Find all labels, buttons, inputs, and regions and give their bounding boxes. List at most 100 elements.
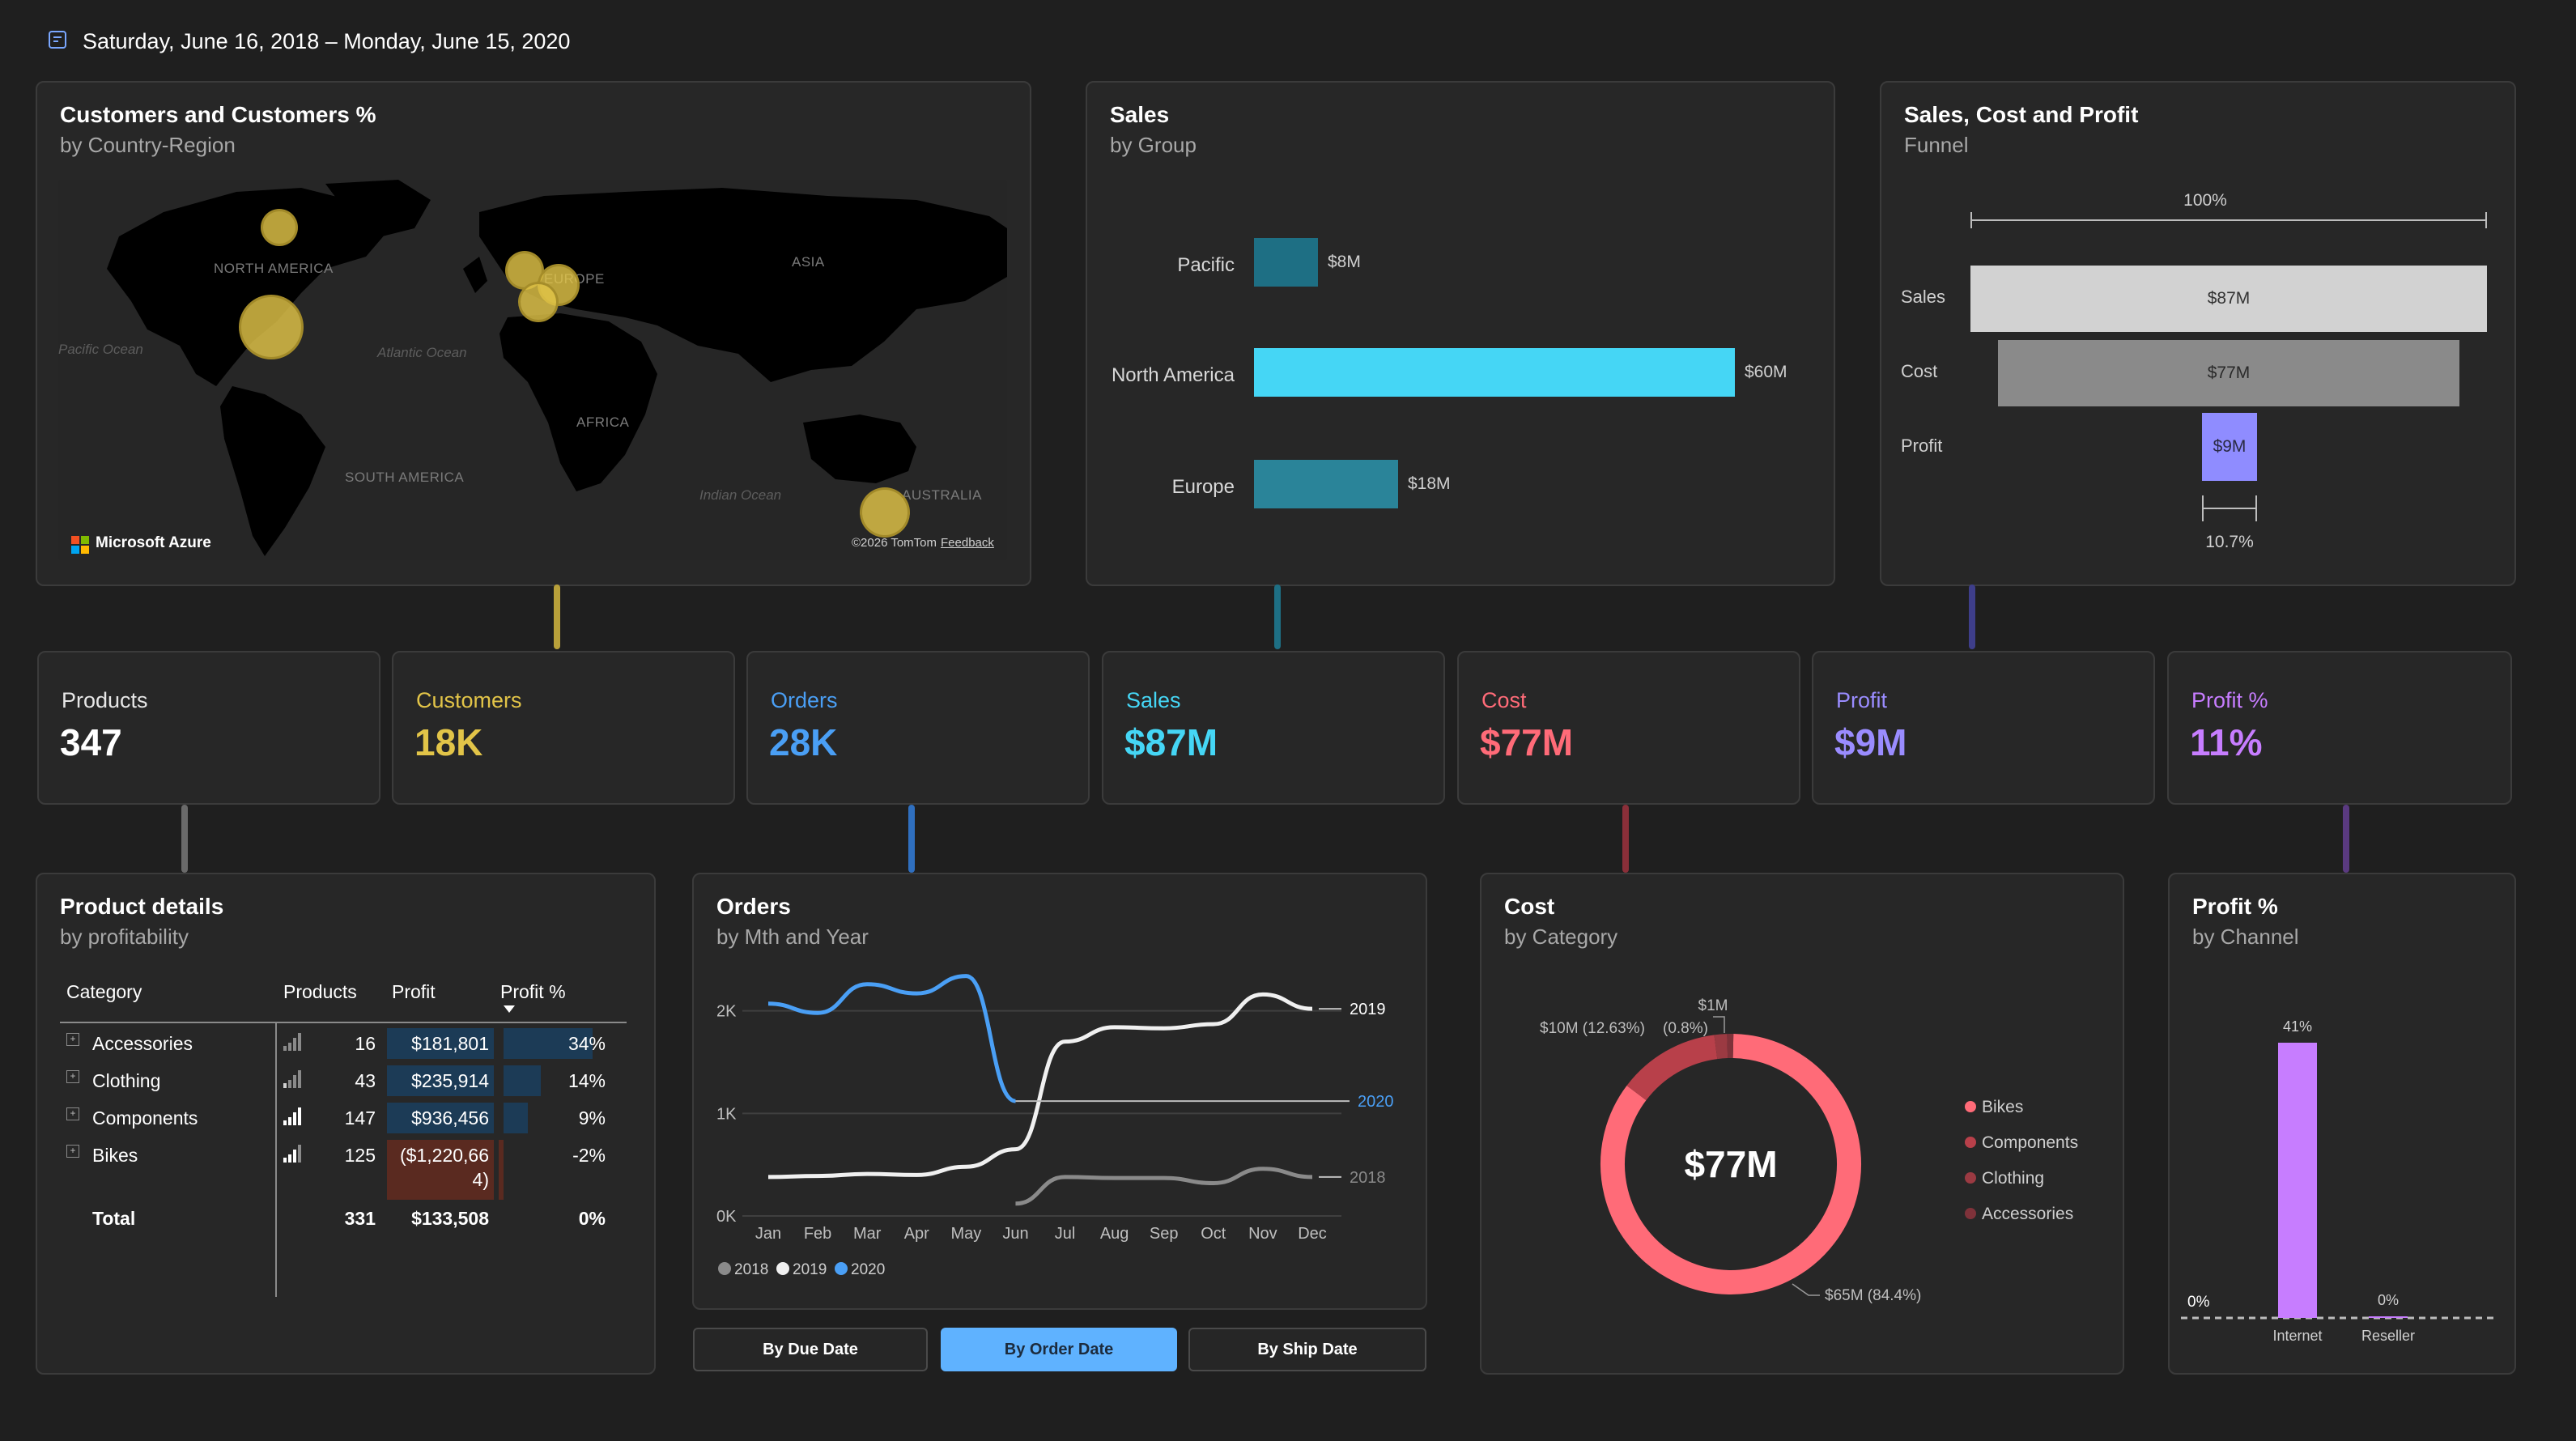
cost-by-category-card[interactable]: Cost by Category $77M $65M (84.4%) $10M (1… [1480, 873, 2124, 1375]
row-profit: $936,456 [411, 1107, 489, 1129]
legend-label[interactable]: 2018 [734, 1261, 768, 1278]
profit-by-channel-card[interactable]: Profit % by Channel 0% 41% Internet 0% Resel… [2168, 873, 2516, 1375]
product-details-card[interactable]: Product details by profitability Categor… [36, 873, 656, 1375]
legend-marker [718, 1262, 731, 1275]
header-divider [60, 1022, 627, 1023]
kpi-profit[interactable]: Profit $9M [1812, 651, 2155, 805]
bar-reseller[interactable] [2369, 1316, 2408, 1318]
kpi-orders[interactable]: Orders 28K [746, 651, 1090, 805]
profit-cell-bg [387, 1028, 494, 1059]
donut-slice-components[interactable] [1626, 1035, 1718, 1101]
kpi-label: Sales [1126, 688, 1181, 712]
funnel-bottom-bracket [2202, 495, 2257, 521]
calendar-icon[interactable] [49, 31, 66, 49]
expand-icon[interactable]: + [66, 1107, 79, 1120]
kpi-label: Customers [416, 688, 522, 712]
bar-label-north-america: North America [1111, 364, 1235, 386]
card-subtitle: by profitability [60, 925, 189, 949]
kpi-products[interactable]: Products 347 [37, 651, 380, 805]
funnel-value-profit: $9M [2213, 437, 2247, 456]
x-tick-label: Dec [1298, 1225, 1327, 1243]
x-category-label: Reseller [2361, 1328, 2415, 1344]
header-products[interactable]: Products [283, 981, 357, 1002]
kpi-customers[interactable]: Customers 18K [392, 651, 735, 805]
header-profit-percent[interactable]: Profit % [500, 981, 566, 1002]
legend-label[interactable]: 2019 [793, 1261, 827, 1278]
by-order-date-button[interactable]: By Order Date [941, 1328, 1177, 1371]
series-line-2019[interactable] [767, 992, 1313, 1180]
kpi-cost[interactable]: Cost $77M [1457, 651, 1800, 805]
profit-cell-bg [387, 1065, 494, 1096]
orders-line-chart[interactable]: 0K 1K 2K Jan Feb Mar Apr May Jun Jul Aug Sep Oct Nov D… [694, 874, 1429, 1311]
bar-value-pacific: $8M [1328, 253, 1361, 271]
row-profit-line2: 4) [472, 1169, 489, 1190]
kpi-value: 28K [769, 721, 838, 763]
connector-orders [908, 805, 915, 873]
header-profit[interactable]: Profit [392, 981, 436, 1002]
kpi-label: Products [62, 688, 148, 712]
by-ship-date-button[interactable]: By Ship Date [1188, 1328, 1426, 1371]
map-bubble-france[interactable] [518, 282, 559, 322]
header-category[interactable]: Category [66, 981, 142, 1002]
x-tick-label: Jan [755, 1225, 781, 1243]
legend-label-accessories[interactable]: Accessories [1982, 1205, 2073, 1223]
series-line-2020[interactable] [767, 974, 1017, 1103]
row-category: Accessories [92, 1033, 193, 1054]
row-profit-percent: -2% [572, 1145, 606, 1166]
x-tick-label: Sep [1150, 1225, 1179, 1243]
date-range: Saturday, June 16, 2018 – Monday, June 1… [83, 29, 571, 53]
donut-slice-clothing[interactable] [1714, 1034, 1728, 1060]
legend-label[interactable]: 2020 [851, 1261, 885, 1278]
label-australia: AUSTRALIA [902, 487, 982, 503]
map-bubble-australia[interactable] [860, 487, 910, 538]
funnel-bar-profit[interactable]: $9M [2202, 413, 2257, 481]
row-category: Bikes [92, 1145, 138, 1166]
orders-card[interactable]: Orders by Mth and Year 0K 1K 2K Jan Feb Mar Ap… [692, 873, 1427, 1310]
profit-percent-bar [504, 1028, 593, 1059]
azure-brand: Microsoft Azure [96, 534, 211, 551]
map-bubble-canada[interactable] [261, 209, 298, 246]
card-title: Customers and Customers % [60, 102, 376, 127]
bar-value-label: 41% [2283, 1018, 2312, 1035]
profit-percent-bar [504, 1065, 541, 1096]
leader-line [1792, 1283, 1820, 1296]
legend-label-clothing[interactable]: Clothing [1982, 1169, 2044, 1188]
kpi-label: Profit [1836, 688, 1888, 712]
legend-label-bikes[interactable]: Bikes [1982, 1098, 2023, 1116]
donut-center-label: $77M [1684, 1143, 1777, 1185]
data-label-clothing: $1M [1698, 997, 1728, 1014]
map-bubble-united-states[interactable] [239, 295, 304, 359]
kpi-value: $77M [1480, 721, 1574, 763]
baseline-label: 0% [2187, 1294, 2210, 1311]
expand-icon[interactable]: + [66, 1070, 79, 1083]
cost-donut-chart[interactable]: $77M $65M (84.4%) $10M (12.63%) (0.8%) $1M Bi… [1481, 874, 2126, 1376]
card-title: Orders [716, 894, 791, 919]
card-subtitle: by Category [1504, 925, 1618, 949]
funnel-bar-cost[interactable]: $77M [1998, 340, 2459, 406]
ocean-pacific: Pacific Ocean [58, 342, 143, 357]
kpi-profit-percent[interactable]: Profit % 11% [2167, 651, 2512, 805]
kpi-value: $9M [1834, 721, 1907, 763]
profit-bar-chart[interactable]: 0% 41% Internet 0% Reseller [2170, 874, 2518, 1376]
series-line-2018[interactable] [1015, 1167, 1313, 1206]
sort-desc-icon[interactable] [504, 1005, 515, 1013]
bar-pacific[interactable] [1254, 238, 1318, 287]
row-products: 147 [344, 1107, 376, 1129]
bar-internet[interactable] [2278, 1043, 2317, 1318]
kpi-sales[interactable]: Sales $87M [1102, 651, 1445, 805]
legend-label-components[interactable]: Components [1982, 1133, 2078, 1152]
sales-by-group-card[interactable]: Sales by Group Pacific North America Eur… [1086, 81, 1835, 586]
funnel-card[interactable]: Sales, Cost and Profit Funnel 100% Sales… [1880, 81, 2516, 586]
series-end-label: 2019 [1350, 1001, 1386, 1018]
by-due-date-button[interactable]: By Due Date [693, 1328, 928, 1371]
world-map[interactable]: NORTH AMERICA EUROPE ASIA AFRICA SOUTH A… [58, 180, 1007, 560]
x-tick-label: Apr [904, 1225, 929, 1243]
bar-north-america[interactable] [1254, 348, 1735, 397]
expand-icon[interactable]: + [66, 1033, 79, 1046]
donut-slice-bikes[interactable] [1600, 1034, 1861, 1294]
funnel-bar-sales[interactable]: $87M [1970, 266, 2487, 332]
bar-europe[interactable] [1254, 460, 1398, 508]
map-feedback-link[interactable]: Feedback [941, 536, 994, 550]
expand-icon[interactable]: + [66, 1145, 79, 1158]
customers-map-card[interactable]: Customers and Customers % by Country-Reg… [36, 81, 1031, 586]
